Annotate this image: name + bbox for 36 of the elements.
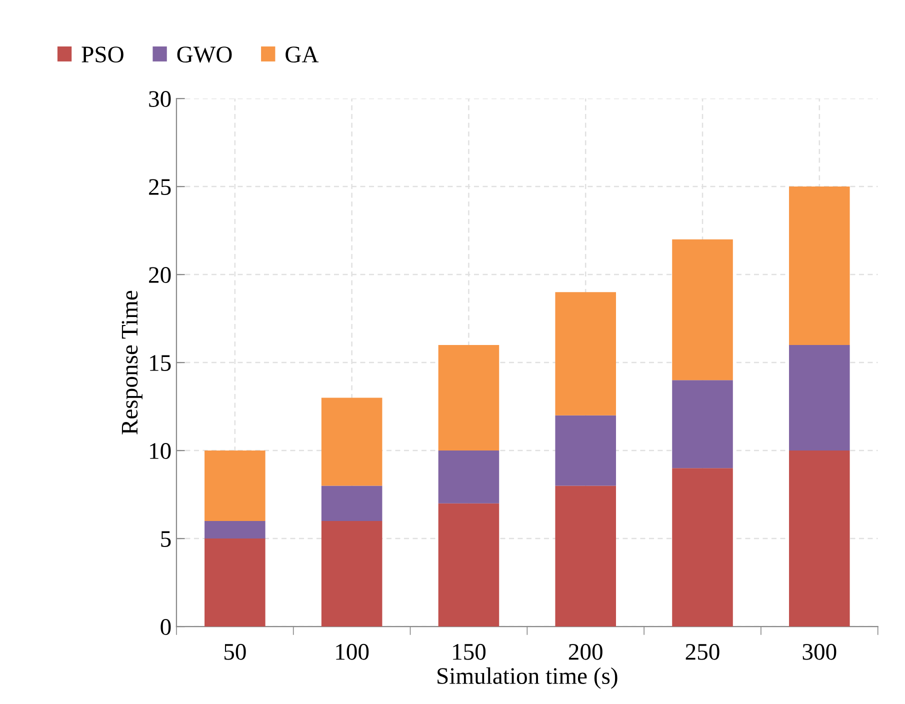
bar [672,380,733,468]
bar [555,415,616,486]
bar [321,520,382,627]
bar [438,503,500,627]
y-tick-label: 20 [149,267,171,283]
bar [438,450,500,504]
bar [321,398,382,486]
bar [672,239,733,380]
x-tick-label: 50 [224,644,246,660]
y-tick-label: 10 [150,443,171,459]
bar [789,450,850,627]
y-tick-label: 15 [150,355,171,371]
x-tick-label: 300 [802,644,836,660]
x-tick-label: 100 [336,644,369,660]
legend-label: GA [286,46,319,63]
legend-label: PSO [82,46,124,63]
bar [204,538,266,627]
bar [321,486,382,521]
x-tick-label: 150 [453,644,486,660]
x-axis-title: Simulation time (s) [438,667,618,689]
legend-label: GWO [177,46,232,63]
x-tick-label: 250 [686,644,720,660]
bar [789,186,850,345]
bar [555,486,616,627]
bar [555,292,616,416]
y-tick-label: 0 [160,619,171,635]
bar [204,450,266,521]
y-tick-label: 25 [149,179,171,195]
bar [672,468,733,627]
y-axis-title: Response Time [122,290,142,434]
bar [789,344,850,451]
y-tick-label: 5 [161,531,171,547]
bar [438,344,500,451]
y-tick-label: 30 [149,91,171,107]
bar [204,520,266,539]
x-tick-label: 200 [568,644,602,660]
